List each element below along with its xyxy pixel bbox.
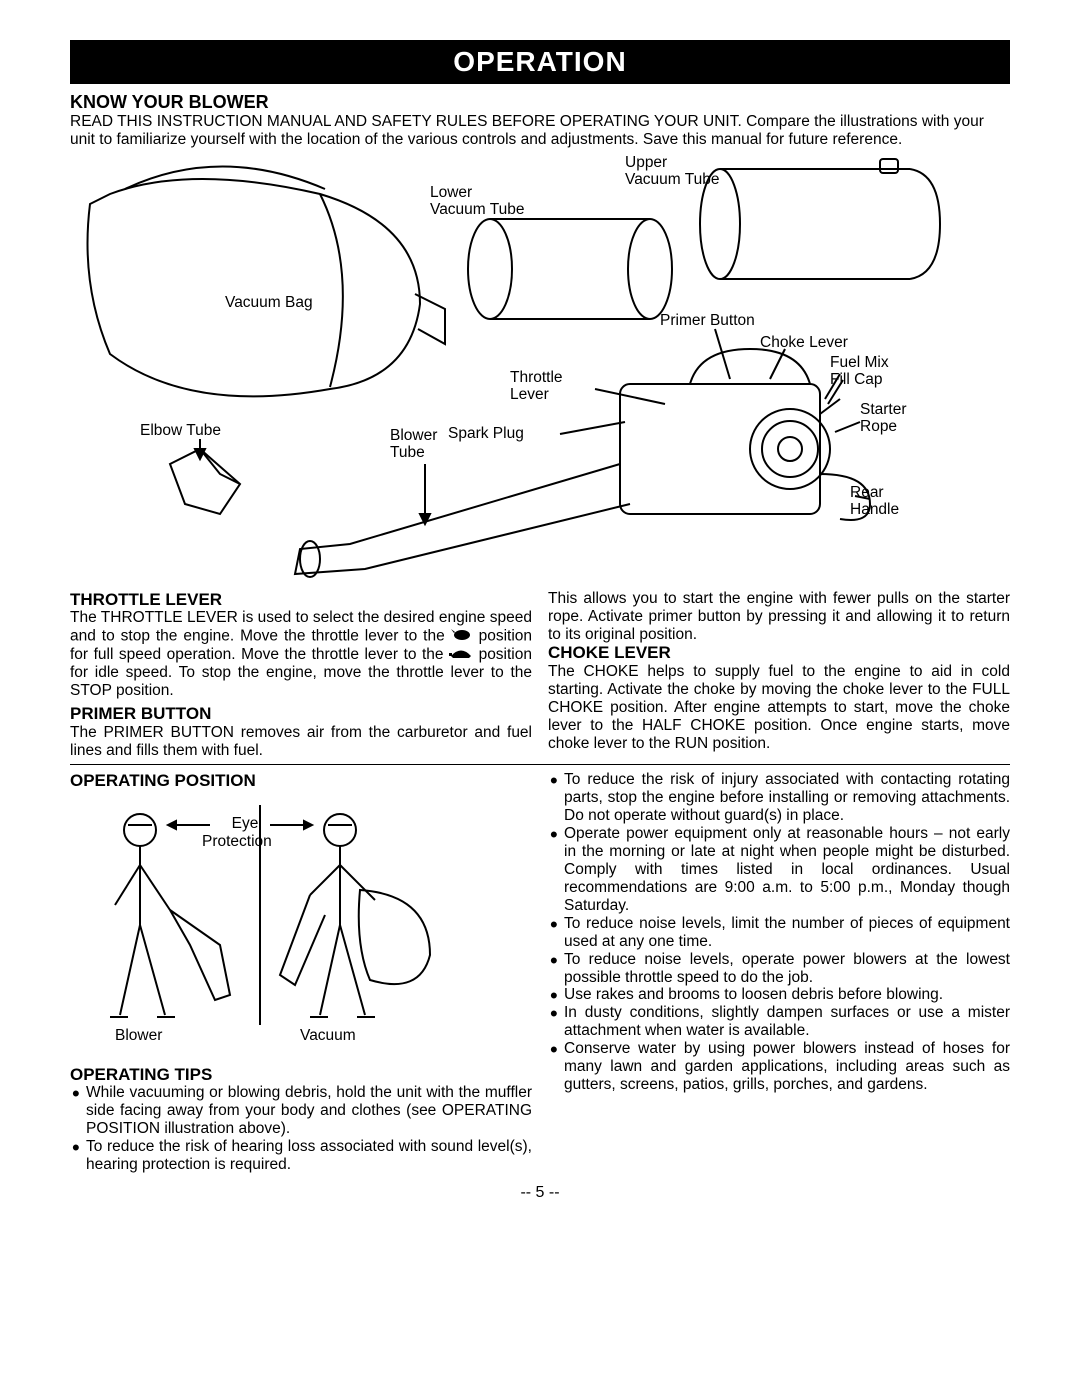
tip-right-1: Operate power equipment only at reasonab… (548, 825, 1010, 915)
operating-position-figure: Eye Protection Blower Vacuum (70, 795, 532, 1065)
tip-right-3: To reduce noise levels, operate power bl… (548, 951, 1010, 987)
tip-right-4: Use rakes and brooms to loosen debris be… (548, 986, 1010, 1004)
rabbit-icon (451, 627, 473, 646)
tip-left-1: To reduce the risk of hearing loss assoc… (70, 1138, 532, 1174)
label-starter-1: Starter (860, 401, 907, 418)
label-eye-1: Eye (232, 815, 259, 832)
label-lower-vac-2: Vacuum Tube (430, 201, 525, 218)
label-fuelmix-2: Fill Cap (830, 371, 883, 388)
choke-heading: CHOKE LEVER (548, 643, 1010, 663)
operating-tips-heading: OPERATING TIPS (70, 1065, 532, 1085)
know-intro: READ THIS INSTRUCTION MANUAL AND SAFETY … (70, 113, 1010, 150)
tip-right-2: To reduce noise levels, limit the number… (548, 915, 1010, 951)
label-blower-tube-2: Tube (390, 444, 425, 461)
label-fuelmix-1: Fuel Mix (830, 354, 889, 371)
label-elbow-tube: Elbow Tube (140, 422, 221, 439)
label-rear-handle-2: Handle (850, 501, 899, 518)
tips-right: To reduce the risk of injury associated … (548, 771, 1010, 1094)
tip-right-5: In dusty conditions, slightly dampen sur… (548, 1004, 1010, 1040)
label-vacuum-bag: Vacuum Bag (225, 294, 313, 311)
label-eye-2: Protection (202, 833, 272, 850)
section-header: OPERATION (70, 40, 1010, 84)
throttle-heading: THROTTLE LEVER (70, 590, 532, 610)
turtle-icon (449, 646, 473, 664)
primer-heading: PRIMER BUTTON (70, 704, 532, 724)
tip-right-0: To reduce the risk of injury associated … (548, 771, 1010, 825)
label-primer-button: Primer Button (660, 312, 755, 329)
blower-diagram: Upper Vacuum Tube Lower Vacuum Tube Vacu… (70, 154, 1010, 584)
label-upper-vac-1: Upper (625, 154, 667, 171)
throttle-paragraph: The THROTTLE LEVER is used to select the… (70, 609, 532, 700)
label-spark-plug: Spark Plug (448, 425, 524, 442)
label-rear-handle-1: Rear (850, 484, 884, 501)
label-throttle-1: Throttle (510, 369, 563, 386)
primer-paragraph: The PRIMER BUTTON removes air from the c… (70, 724, 532, 760)
label-starter-2: Rope (860, 418, 897, 435)
page-number: -- 5 -- (70, 1184, 1010, 1202)
label-choke-lever: Choke Lever (760, 334, 848, 351)
label-blower-mode: Blower (115, 1027, 162, 1045)
choke-paragraph: The CHOKE helps to supply fuel to the en… (548, 663, 1010, 753)
label-throttle-2: Lever (510, 386, 549, 403)
tip-left-0: While vacuuming or blowing debris, hold … (70, 1084, 532, 1138)
know-heading: KNOW YOUR BLOWER (70, 92, 1010, 113)
tip-right-6: Conserve water by using power blowers in… (548, 1040, 1010, 1094)
label-lower-vac-1: Lower (430, 184, 472, 201)
primer-continuation: This allows you to start the engine with… (548, 590, 1010, 644)
operating-position-heading: OPERATING POSITION (70, 771, 532, 791)
divider (70, 764, 1010, 765)
label-upper-vac-2: Vacuum Tube (625, 171, 720, 188)
tips-left: While vacuuming or blowing debris, hold … (70, 1084, 532, 1174)
label-blower-tube-1: Blower (390, 427, 437, 444)
label-vacuum-mode: Vacuum (300, 1027, 356, 1045)
